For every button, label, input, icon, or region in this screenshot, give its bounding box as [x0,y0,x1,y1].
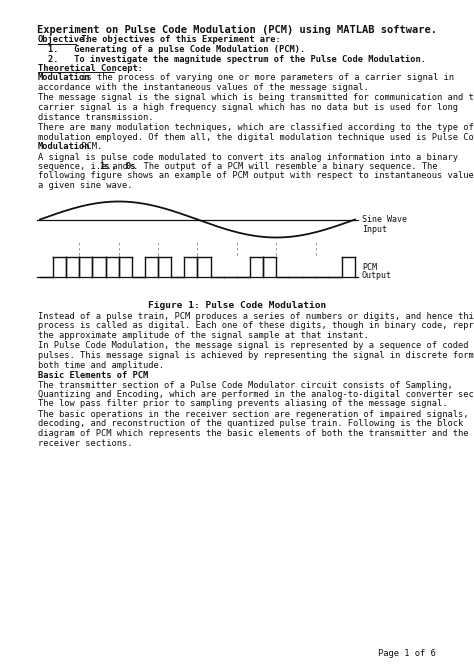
Text: 1s: 1s [99,162,109,171]
Text: The transmitter section of a Pulse Code Modulator circuit consists of Sampling,: The transmitter section of a Pulse Code … [38,381,453,389]
Text: pulses. This message signal is achieved by representing the signal in discrete f: pulses. This message signal is achieved … [38,351,474,360]
Text: PCM: PCM [362,263,377,271]
Text: receiver sections.: receiver sections. [38,438,133,448]
Text: Modulation: Modulation [38,74,91,82]
Text: Modulation: Modulation [38,142,91,151]
Text: sequence, i.e.,: sequence, i.e., [38,162,122,171]
Text: and: and [107,162,133,171]
Text: Page 1 of 6: Page 1 of 6 [378,649,436,658]
Text: The message signal is the signal which is being transmitted for communication an: The message signal is the signal which i… [38,94,474,103]
Text: Output: Output [362,271,392,281]
Text: Sine Wave: Sine Wave [362,216,407,224]
Text: accordance with the instantaneous values of the message signal.: accordance with the instantaneous values… [38,83,369,92]
Text: process is called as digital. Each one of these digits, though in binary code, r: process is called as digital. Each one o… [38,322,474,330]
Text: modulation employed. Of them all, the digital modulation technique used is Pulse: modulation employed. Of them all, the di… [38,133,474,141]
Text: diagram of PCM which represents the basic elements of both the transmitter and t: diagram of PCM which represents the basi… [38,429,468,438]
Text: Instead of a pulse train, PCM produces a series of numbers or digits, and hence : Instead of a pulse train, PCM produces a… [38,312,474,321]
Text: distance transmission.: distance transmission. [38,113,154,121]
Text: the approximate amplitude of the signal sample at that instant.: the approximate amplitude of the signal … [38,331,369,340]
Text: a given sine wave.: a given sine wave. [38,181,133,190]
Text: The low pass filter prior to sampling prevents aliasing of the message signal.: The low pass filter prior to sampling pr… [38,399,447,409]
Text: 0s: 0s [126,162,136,171]
Text: PCM.: PCM. [76,142,102,151]
Text: decoding, and reconstruction of the quantized pulse train. Following is the bloc: decoding, and reconstruction of the quan… [38,419,463,429]
Text: is the process of varying one or more parameters of a carrier signal in: is the process of varying one or more pa… [76,74,454,82]
Text: . The output of a PCM will resemble a binary sequence. The: . The output of a PCM will resemble a bi… [133,162,438,171]
Text: both time and amplitude.: both time and amplitude. [38,360,164,369]
Text: 2.   To investigate the magnitude spectrum of the Pulse Code Modulation.: 2. To investigate the magnitude spectrum… [48,54,426,64]
Text: Figure 1: Pulse Code Modulation: Figure 1: Pulse Code Modulation [148,301,326,310]
Text: carrier signal is a high frequency signal which has no data but is used for long: carrier signal is a high frequency signa… [38,103,458,112]
Text: following figure shows an example of PCM output with respect to instantaneous va: following figure shows an example of PCM… [38,172,474,180]
Text: The objectives of this Experiment are:: The objectives of this Experiment are: [76,36,281,44]
Text: Basic Elements of PCM: Basic Elements of PCM [38,371,148,380]
Text: 1.   Generating of a pulse Code Modulation (PCM).: 1. Generating of a pulse Code Modulation… [48,45,305,54]
Text: Theoretical Concept:: Theoretical Concept: [38,64,143,73]
Text: The basic operations in the receiver section are regeneration of impaired signal: The basic operations in the receiver sec… [38,410,468,419]
Text: Quantizing and Encoding, which are performed in the analog-to-digital converter : Quantizing and Encoding, which are perfo… [38,390,474,399]
Text: Objective:: Objective: [38,36,91,44]
Text: Input: Input [362,224,387,234]
Text: Experiment on Pulse Code Modulation (PCM) using MATLAB software.: Experiment on Pulse Code Modulation (PCM… [37,25,437,35]
Text: There are many modulation techniques, which are classified according to the type: There are many modulation techniques, wh… [38,123,474,132]
Text: A signal is pulse code modulated to convert its analog information into a binary: A signal is pulse code modulated to conv… [38,153,458,161]
Text: In Pulse Code Modulation, the message signal is represented by a sequence of cod: In Pulse Code Modulation, the message si… [38,342,468,350]
